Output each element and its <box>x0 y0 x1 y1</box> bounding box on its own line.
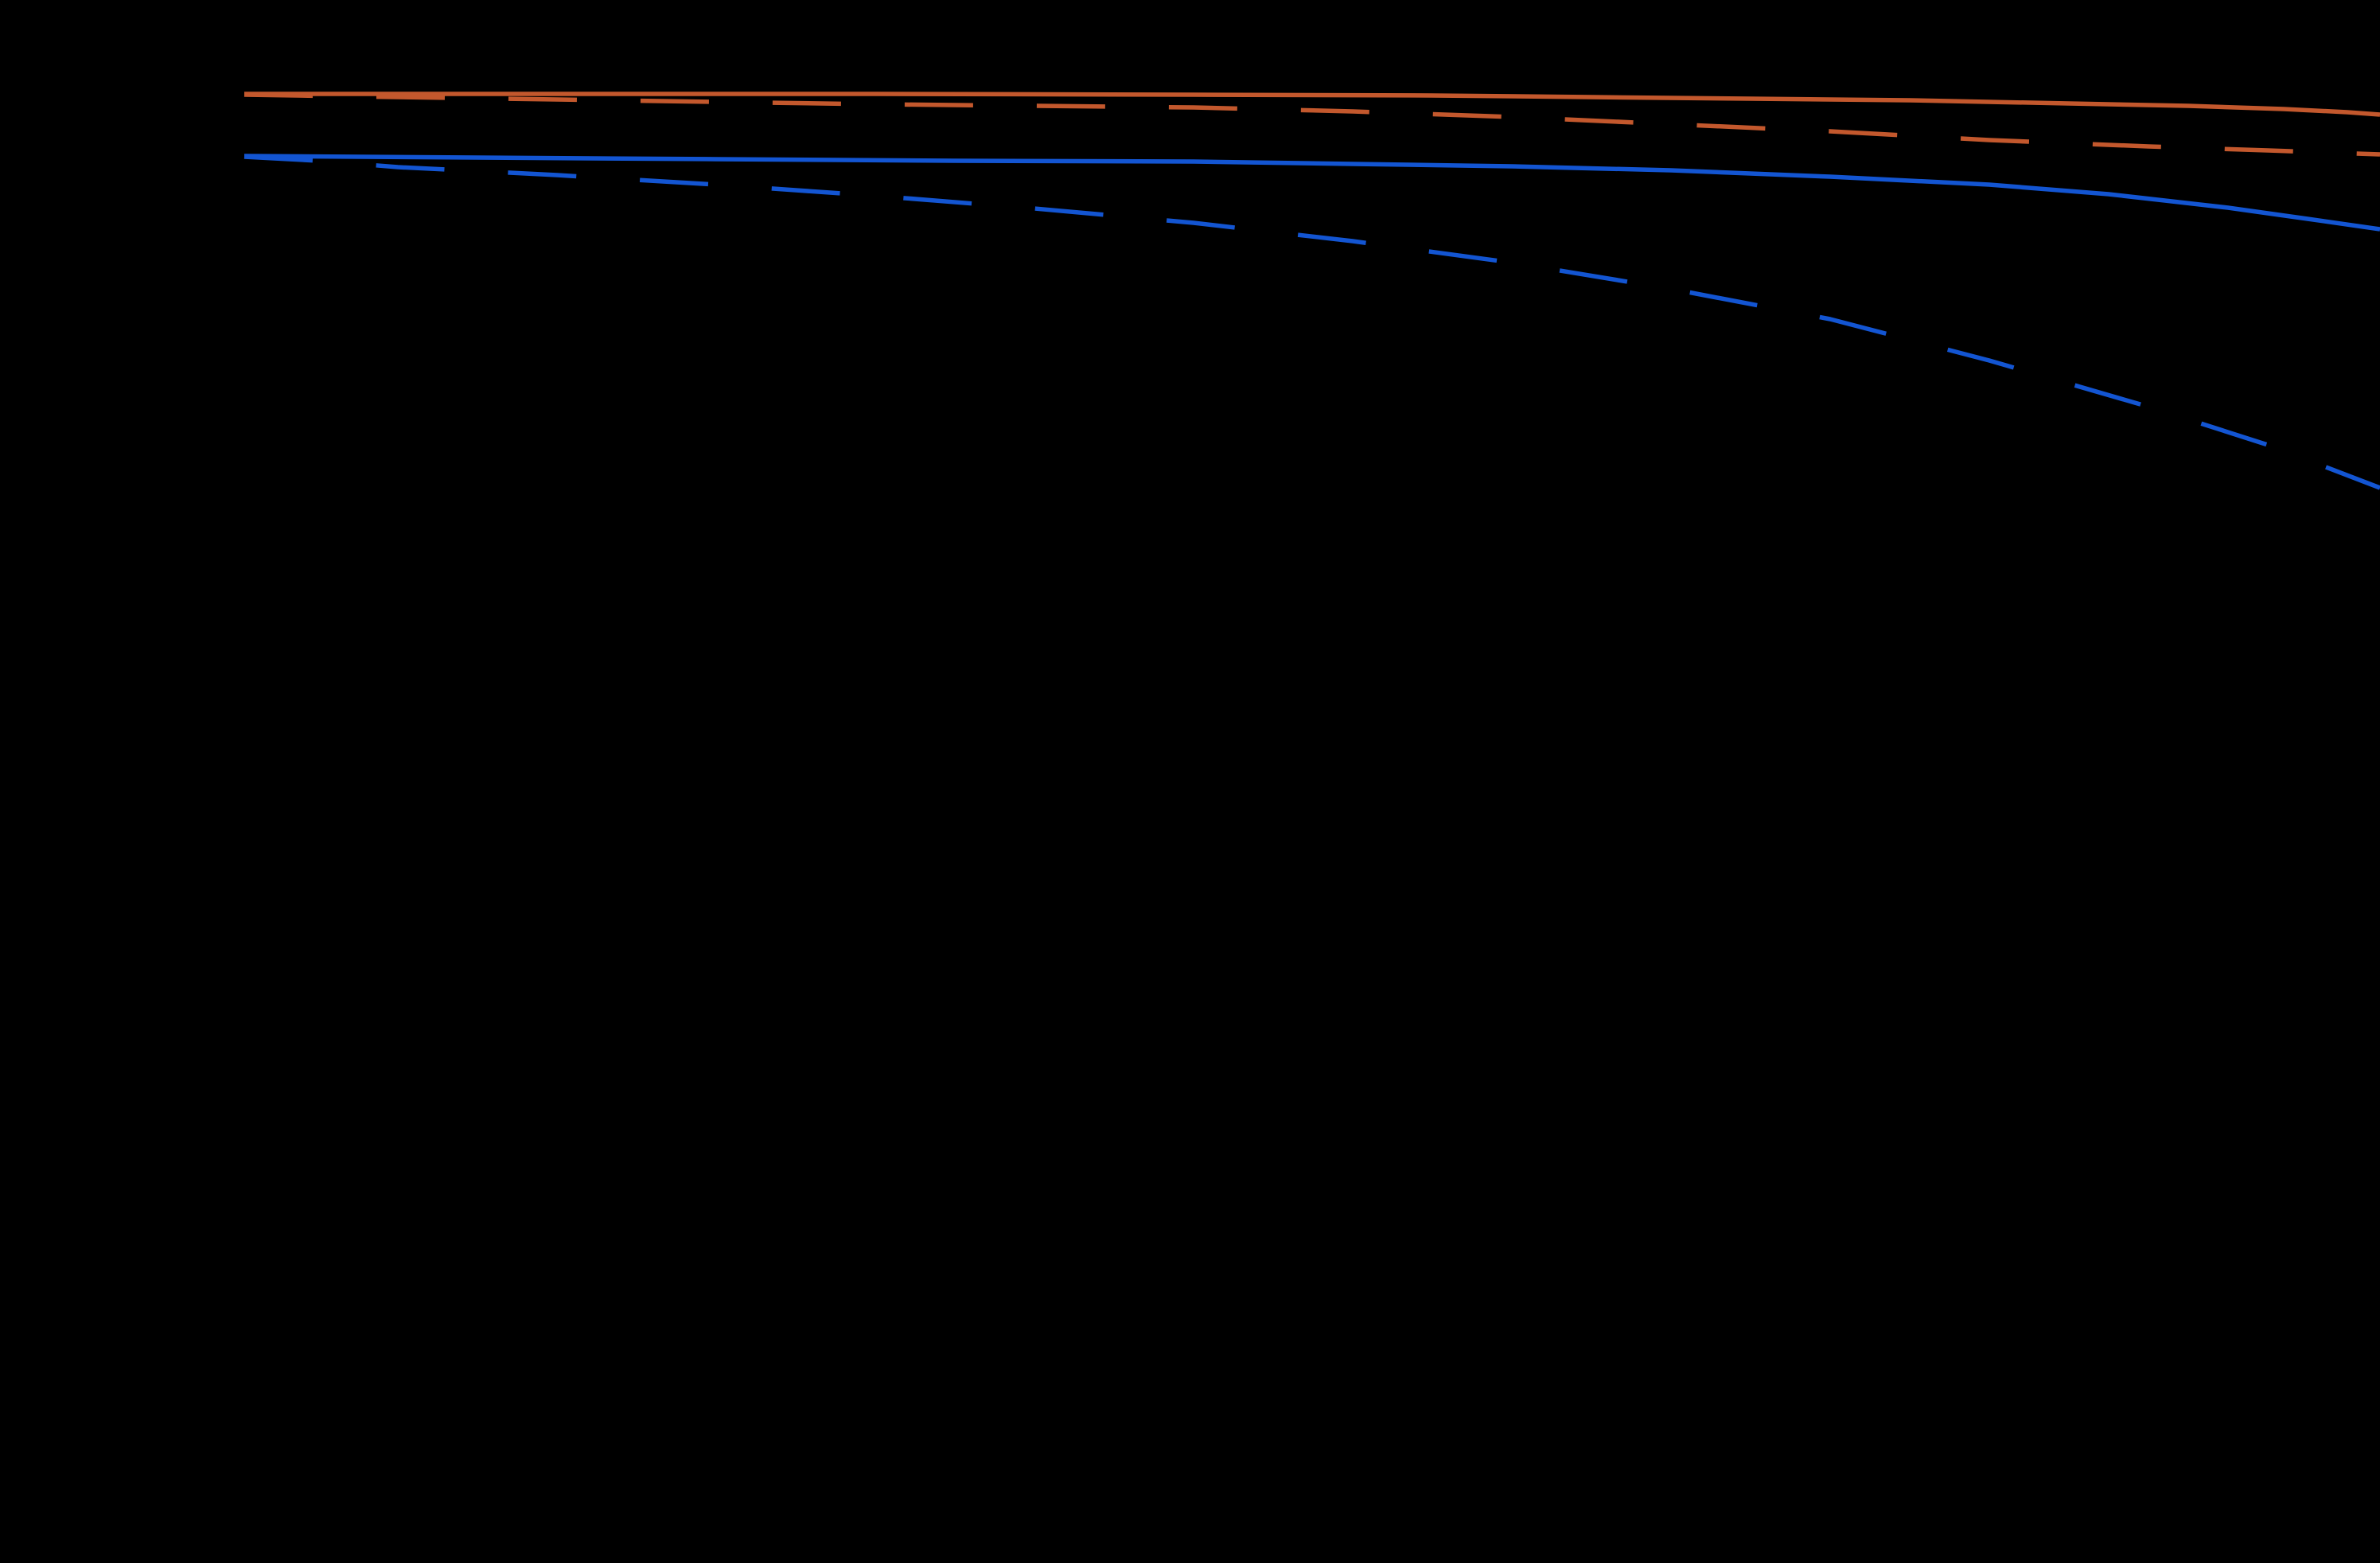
series-blue-dashed-line <box>243 154 2380 490</box>
series-orange-solid-line <box>244 92 2380 117</box>
series-orange-dashed-line <box>243 92 2380 157</box>
series-blue-solid-line <box>243 154 2380 232</box>
